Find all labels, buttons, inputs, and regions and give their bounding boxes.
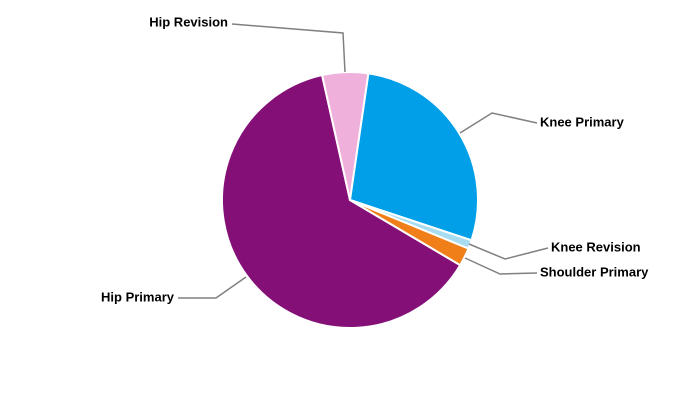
slice-label: Knee Primary (540, 114, 625, 129)
slice-label: Knee Revision (551, 239, 641, 254)
leader-line (468, 243, 549, 260)
pie-slice (348, 72, 479, 242)
leader-line (231, 23, 346, 73)
slice-label: Hip Primary (101, 289, 175, 304)
slice-label: Hip Revision (149, 14, 228, 29)
leader-line (178, 276, 247, 299)
pie-slice (221, 73, 462, 329)
pie-slice (349, 199, 470, 267)
leader-line (464, 257, 538, 275)
slice-label: Shoulder Primary (540, 264, 649, 279)
leader-line (459, 112, 538, 134)
